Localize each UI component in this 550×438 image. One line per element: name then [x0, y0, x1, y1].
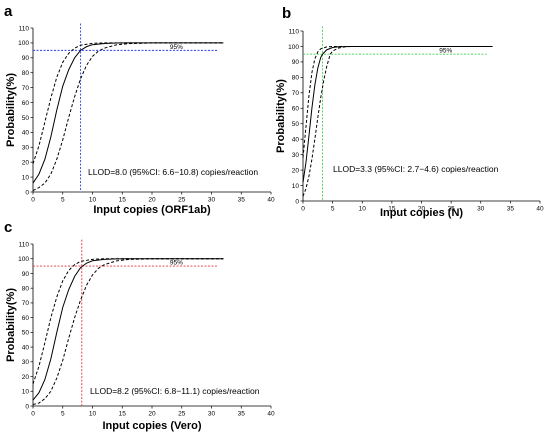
x-tick-label: 10	[89, 197, 97, 204]
x-tick-label: 25	[178, 411, 186, 418]
llod-annotation: LLOD=8.2 (95%CI: 6.8−11.1) copies/reacti…	[90, 386, 260, 396]
panel-letter: b	[282, 5, 291, 22]
x-tick-label: 0	[301, 206, 305, 213]
y-tick-label: 100	[18, 256, 29, 263]
y-tick-label: 80	[292, 75, 300, 82]
fit-curve	[302, 45, 493, 183]
panel-letter: c	[4, 219, 12, 236]
y-tick-label: 90	[22, 55, 30, 62]
reference-label: 95%	[170, 260, 183, 267]
y-tick-label: 60	[22, 315, 30, 322]
x-tick-label: 35	[238, 411, 246, 418]
llod-annotation: LLOD=8.0 (95%CI: 6.6−10.8) copies/reacti…	[88, 167, 258, 177]
y-tick-label: 50	[22, 330, 30, 337]
x-tick-label: 30	[477, 206, 485, 213]
y-axis-label: Probability(%)	[275, 79, 287, 153]
ci-curve-2	[32, 42, 224, 191]
y-tick-label: 0	[295, 198, 299, 205]
x-axis-label: Input copies (ORF1ab)	[93, 204, 211, 216]
y-tick-label: 20	[22, 159, 30, 166]
x-tick-label: 5	[331, 206, 335, 213]
x-axis-label: Input copies (Vero)	[102, 420, 201, 432]
y-tick-label: 50	[22, 115, 30, 122]
y-tick-label: 40	[22, 130, 30, 137]
ci-curve-1	[302, 45, 493, 158]
y-axis-label: Probability(%)	[5, 73, 17, 147]
ci-curve-2	[32, 258, 224, 406]
y-tick-label: 90	[22, 271, 30, 278]
y-tick-label: 80	[22, 70, 30, 77]
x-tick-label: 20	[418, 206, 426, 213]
x-tick-label: 30	[208, 197, 216, 204]
y-tick-label: 50	[292, 121, 300, 128]
y-tick-label: 30	[22, 145, 30, 152]
x-tick-label: 35	[238, 197, 246, 204]
x-tick-label: 30	[208, 411, 216, 418]
y-tick-label: 10	[292, 183, 300, 190]
panel-b: b 0 10 20 30 40 50 60 70 80 90 100 110 0 5 10 15 20 25 30 35…	[275, 5, 544, 219]
x-tick-label: 10	[359, 206, 367, 213]
y-tick-label: 110	[289, 28, 300, 35]
x-tick-label: 40	[536, 206, 544, 213]
x-tick-label: 0	[31, 411, 35, 418]
y-axis-label: Probability(%)	[5, 288, 17, 362]
y-tick-label: 110	[19, 241, 30, 248]
y-tick-label: 0	[25, 403, 29, 410]
x-axis-label: Input copies (N)	[380, 207, 463, 219]
fit-curve	[32, 258, 224, 401]
reference-label: 95%	[170, 44, 183, 51]
panel-letter: a	[4, 3, 13, 20]
x-tick-label: 15	[119, 197, 127, 204]
y-tick-label: 20	[22, 374, 30, 381]
y-tick-label: 100	[288, 44, 299, 51]
y-tick-label: 0	[25, 189, 29, 196]
x-tick-label: 0	[31, 197, 35, 204]
x-tick-label: 10	[89, 411, 97, 418]
x-tick-label: 25	[448, 206, 456, 213]
y-tick-label: 100	[18, 40, 29, 47]
y-tick-label: 20	[292, 167, 300, 174]
x-tick-label: 5	[61, 411, 65, 418]
x-tick-label: 40	[267, 411, 275, 418]
y-tick-label: 40	[292, 136, 300, 143]
y-tick-label: 10	[22, 389, 30, 396]
ci-curve-1	[32, 42, 224, 164]
y-tick-label: 80	[22, 285, 30, 292]
x-tick-label: 40	[267, 197, 275, 204]
x-tick-label: 15	[388, 206, 396, 213]
y-tick-label: 30	[292, 152, 300, 159]
reference-label: 95%	[439, 48, 452, 55]
x-tick-label: 20	[148, 411, 156, 418]
y-tick-label: 110	[19, 25, 30, 32]
y-tick-label: 60	[292, 106, 300, 113]
x-tick-label: 5	[61, 197, 65, 204]
fit-curve	[32, 42, 224, 184]
x-tick-label: 20	[148, 197, 156, 204]
y-tick-label: 70	[22, 300, 30, 307]
y-tick-label: 70	[292, 90, 300, 97]
x-tick-label: 35	[507, 206, 515, 213]
y-tick-label: 30	[22, 359, 30, 366]
panel-c: c 0 10 20 30 40 50 60 70 80 90 100 110 0 5 10 15 20 25 30 35…	[4, 219, 275, 432]
x-tick-label: 15	[119, 411, 127, 418]
ci-curve-2	[302, 45, 493, 197]
y-tick-label: 90	[292, 59, 300, 66]
panel-a: a 0 10 20 30 40 50 60 70 80 90 100 110 0 5 10 15 20 25 30 35…	[4, 3, 275, 216]
y-tick-label: 70	[22, 85, 30, 92]
y-tick-label: 40	[22, 344, 30, 351]
y-tick-label: 60	[22, 100, 30, 107]
y-tick-label: 10	[22, 174, 30, 181]
x-tick-label: 25	[178, 197, 186, 204]
llod-annotation: LLOD=3.3 (95%CI: 2.7−4.6) copies/reactio…	[333, 164, 499, 174]
